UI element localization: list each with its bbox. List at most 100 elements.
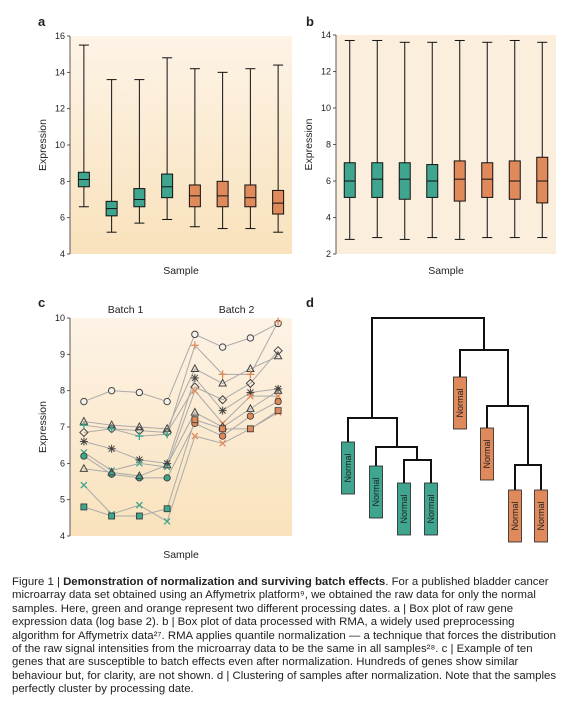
a-y-tick-label: 12: [55, 104, 65, 114]
c-point: [162, 460, 172, 469]
c-point: [191, 416, 199, 424]
caption-body: . For a published bladder cancer microar…: [12, 576, 557, 696]
b-y-tick-label: 6: [326, 176, 331, 186]
c-y-tick-label: 7: [60, 422, 65, 432]
c-point: [274, 397, 282, 406]
c-point: [79, 437, 88, 446]
c-point: [246, 334, 255, 342]
c-point: [219, 425, 227, 433]
c-y-axis-label: Expression: [37, 401, 49, 453]
c-point: [273, 351, 283, 360]
c-y-tick-label: 10: [55, 313, 65, 323]
c-series-line: [83, 376, 279, 464]
c-point: [191, 330, 199, 339]
c-point: [245, 378, 256, 389]
a-y-tick-label: 16: [55, 31, 65, 41]
a-box: [272, 189, 285, 215]
c-point: [135, 432, 144, 441]
c-point: [245, 403, 255, 412]
c-point: [190, 363, 200, 372]
c-point: [274, 384, 283, 393]
c-point: [218, 343, 227, 351]
c-plot-background: [70, 318, 292, 536]
dendro-leaf-label: Normal: [510, 501, 520, 530]
b-y-tick-label: 2: [326, 249, 331, 259]
c-point: [134, 421, 144, 431]
dendro-leaf: [480, 427, 494, 481]
c-series-line: [83, 410, 279, 517]
c-point: [219, 439, 227, 447]
c-point: [163, 430, 172, 439]
line-plot-c: 4 5 6 7 8 9 10 Sample Expression Batch 1 Batch 2: [37, 304, 292, 561]
a-y-tick-label: 10: [55, 140, 65, 150]
c-series-line: [83, 412, 279, 523]
dendro-link: [514, 464, 542, 490]
c-point: [246, 388, 255, 397]
c-point: [135, 512, 143, 520]
c-point: [217, 395, 228, 405]
dendro-leaf-label: Normal: [371, 477, 381, 506]
caption-bold: Demonstration of normalization and survi…: [63, 576, 386, 588]
c-point: [219, 432, 227, 440]
c-series-line: [83, 390, 279, 477]
c-point: [107, 467, 117, 476]
b-y-axis-label: Expression: [303, 118, 315, 170]
c-point: [246, 412, 254, 420]
c-point: [107, 444, 116, 453]
c-point: [163, 474, 171, 482]
c-point: [163, 397, 171, 406]
c-point: [80, 503, 88, 511]
c-point: [246, 392, 254, 400]
b-y-tick-label: 12: [321, 67, 331, 77]
c-point: [79, 421, 88, 430]
dendro-leaf-label: Normal: [426, 494, 436, 523]
b-box: [398, 162, 411, 200]
dendro-leaf: [397, 482, 411, 536]
c-point: [274, 407, 282, 415]
b-box: [481, 162, 494, 198]
panel-letter-a: a: [38, 14, 46, 29]
c-point: [135, 459, 143, 467]
a-box: [216, 180, 229, 208]
c-point: [107, 386, 116, 395]
c-y-tick-label: 5: [60, 495, 65, 505]
c-y-tick-label: 9: [60, 349, 65, 359]
dendro-leaf-label: Normal: [399, 494, 409, 523]
c-series-line: [83, 323, 279, 403]
dendrogram-d: Normal Normal Normal Normal Normal Normal Norm…: [341, 317, 548, 543]
c-point: [135, 501, 143, 509]
c-series-line: [83, 389, 279, 472]
c-point: [80, 397, 88, 406]
a-box: [133, 188, 146, 208]
c-series-line: [83, 401, 279, 479]
c-y-tick-label: 6: [60, 458, 65, 468]
a-x-axis-label: Sample: [163, 265, 199, 277]
c-batch-label-2: Batch 2: [219, 304, 255, 316]
dendro-link: [371, 317, 485, 418]
b-box: [536, 156, 549, 204]
b-y-tick-label: 4: [326, 213, 331, 223]
b-box: [371, 162, 384, 198]
dendro-link: [403, 459, 432, 483]
c-point: [80, 481, 88, 489]
c-y-tick-label: 4: [60, 531, 65, 541]
b-box: [453, 160, 466, 202]
c-point: [190, 407, 200, 416]
dendro-leaf: [508, 489, 522, 543]
a-y-axis-label: Expression: [37, 119, 49, 171]
c-point: [191, 387, 199, 395]
c-point: [135, 455, 144, 464]
c-point: [190, 341, 199, 350]
c-batch-label-1: Batch 1: [108, 304, 144, 316]
b-box: [343, 162, 356, 198]
c-x-axis-label: Sample: [163, 549, 199, 561]
b-plot-background: [336, 35, 556, 254]
dendro-leaf: [453, 376, 467, 430]
box-plot-a: 4 6 8 10 12 14 16 Sample Expression: [37, 31, 292, 277]
b-x-axis-label: Sample: [428, 265, 464, 277]
a-plot-background: [70, 36, 292, 254]
panel-letter-b: b: [306, 14, 314, 29]
dendro-leaf: [369, 465, 383, 519]
c-point: [218, 370, 227, 379]
c-series-line: [83, 350, 279, 433]
